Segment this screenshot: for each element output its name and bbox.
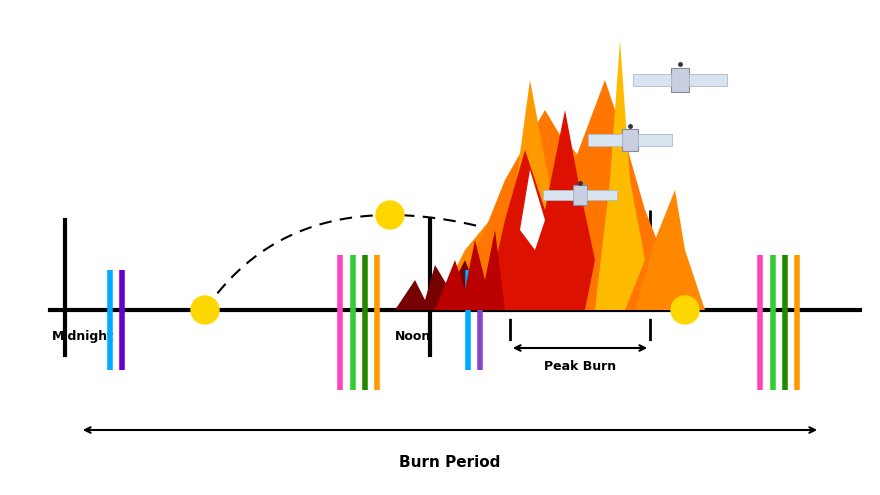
FancyBboxPatch shape (587, 190, 617, 200)
Circle shape (191, 296, 219, 324)
Circle shape (376, 201, 404, 229)
FancyBboxPatch shape (638, 135, 672, 146)
Text: Peak Burn: Peak Burn (544, 360, 616, 373)
FancyBboxPatch shape (573, 185, 587, 204)
FancyBboxPatch shape (633, 74, 671, 86)
FancyBboxPatch shape (588, 135, 622, 146)
Text: Noon: Noon (395, 330, 431, 343)
FancyBboxPatch shape (622, 129, 638, 151)
Circle shape (671, 296, 699, 324)
Text: Burn Period: Burn Period (400, 455, 501, 470)
FancyBboxPatch shape (671, 68, 689, 93)
FancyBboxPatch shape (689, 74, 727, 86)
Text: Midnight: Midnight (52, 330, 114, 343)
FancyBboxPatch shape (543, 190, 573, 200)
